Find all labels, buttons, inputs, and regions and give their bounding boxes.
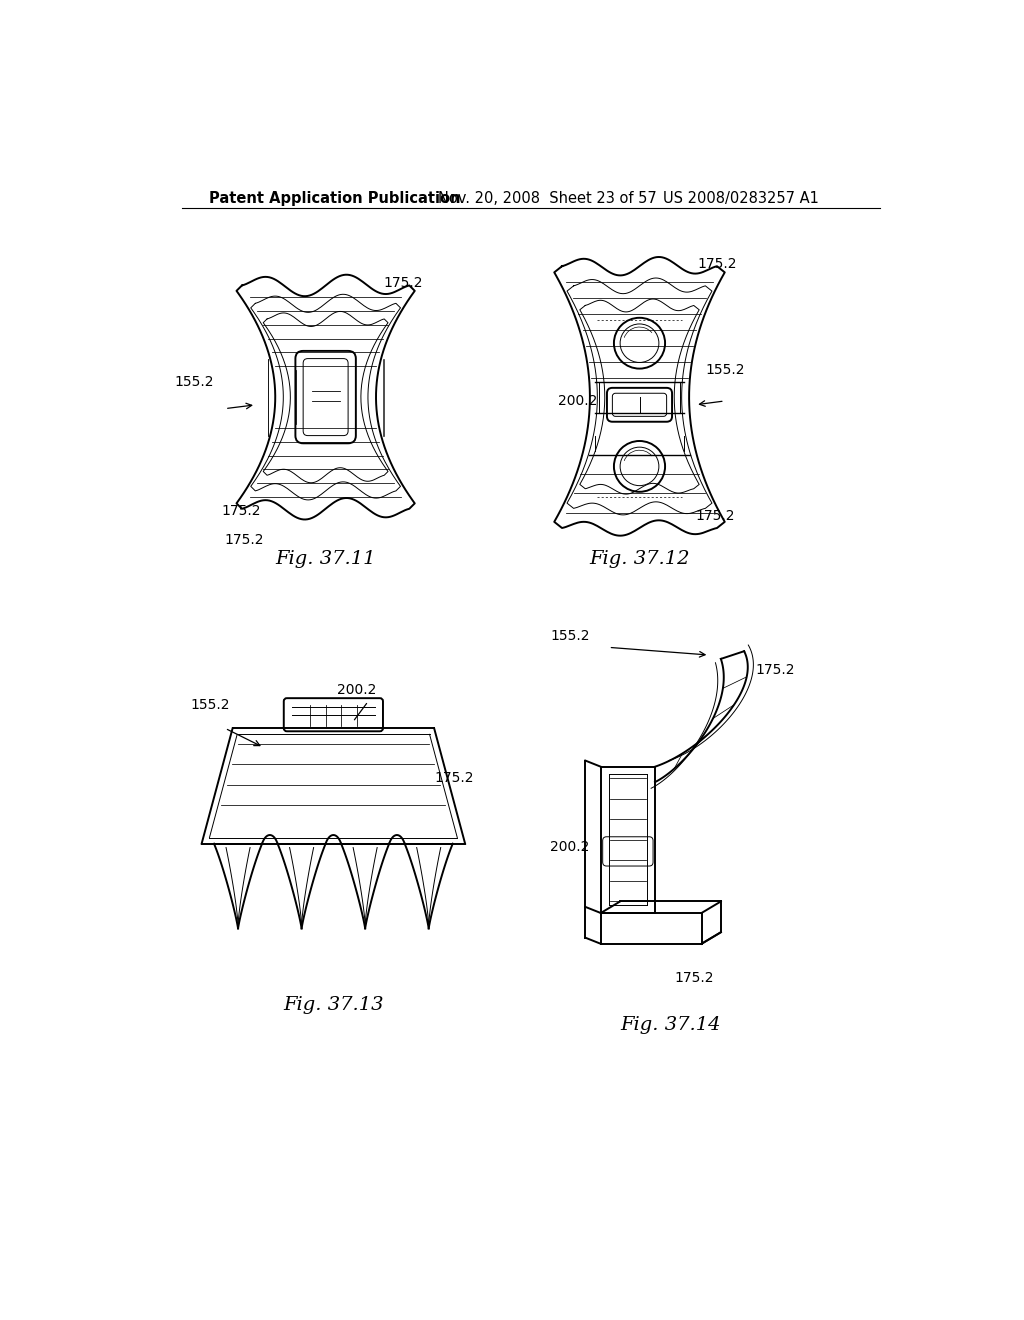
Text: 175.2: 175.2 [434, 771, 474, 785]
Text: 175.2: 175.2 [221, 504, 260, 517]
Text: 200.2: 200.2 [558, 393, 597, 408]
Text: Fig. 37.11: Fig. 37.11 [275, 550, 376, 568]
Text: 175.2: 175.2 [756, 664, 796, 677]
Text: 155.2: 155.2 [190, 698, 229, 711]
Text: US 2008/0283257 A1: US 2008/0283257 A1 [663, 191, 818, 206]
Text: Fig. 37.12: Fig. 37.12 [589, 550, 690, 568]
Text: 175.2: 175.2 [384, 276, 423, 290]
Text: Fig. 37.14: Fig. 37.14 [621, 1015, 721, 1034]
Text: 200.2: 200.2 [550, 841, 590, 854]
Text: Fig. 37.13: Fig. 37.13 [283, 997, 384, 1014]
Text: 175.2: 175.2 [697, 256, 737, 271]
Text: 155.2: 155.2 [550, 628, 590, 643]
Text: 175.2: 175.2 [225, 532, 264, 546]
Text: 200.2: 200.2 [337, 682, 377, 697]
Text: 155.2: 155.2 [706, 363, 744, 378]
Text: 175.2: 175.2 [695, 510, 735, 523]
Text: 155.2: 155.2 [174, 375, 214, 388]
Text: 175.2: 175.2 [675, 972, 714, 985]
Text: Patent Application Publication: Patent Application Publication [209, 191, 461, 206]
Text: Nov. 20, 2008  Sheet 23 of 57: Nov. 20, 2008 Sheet 23 of 57 [438, 191, 656, 206]
